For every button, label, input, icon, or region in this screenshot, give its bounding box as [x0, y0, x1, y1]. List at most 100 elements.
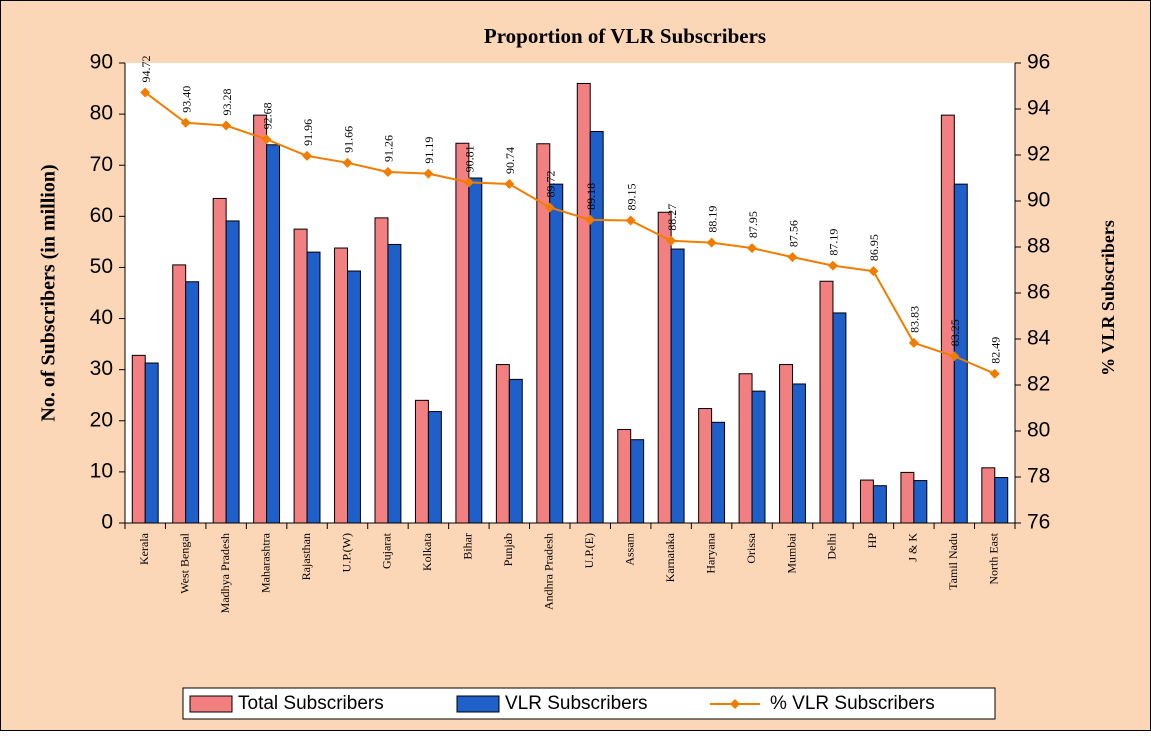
x-tick-label: Haryana: [703, 532, 717, 573]
bar: [872, 485, 887, 524]
marker: [180, 117, 191, 128]
y-tick-label: 60: [90, 204, 113, 227]
data-label: 93.28: [220, 89, 234, 116]
marker: [989, 368, 1000, 379]
legend: [182, 687, 996, 720]
y-tick-label: 90: [90, 51, 113, 74]
bar: [549, 183, 564, 524]
x-tick-label: Karnataka: [663, 532, 677, 582]
bar: [819, 280, 834, 524]
bar: [374, 217, 389, 524]
marker: [342, 157, 353, 168]
bar: [144, 362, 159, 524]
y2-tick-label: 86: [1027, 281, 1050, 304]
y2-tick-label: 80: [1027, 419, 1050, 442]
x-tick-label: Assam: [622, 532, 636, 565]
y-tick-label: 40: [90, 306, 113, 329]
bar: [414, 399, 429, 524]
data-label: 87.95: [746, 211, 760, 238]
marker: [827, 260, 838, 271]
marker: [261, 134, 272, 145]
x-tick-label: Kerala: [137, 532, 151, 565]
legend-swatch: [456, 695, 500, 713]
marker: [423, 168, 434, 179]
bar: [495, 364, 510, 524]
line: [144, 91, 996, 375]
data-label: 87.56: [786, 220, 800, 247]
data-label: 89.15: [624, 184, 638, 211]
y-tick-label: 30: [90, 357, 113, 380]
y2-tick-label: 88: [1027, 235, 1050, 258]
data-label: 83.83: [908, 306, 922, 333]
bar: [657, 211, 672, 524]
data-label: 86.95: [867, 234, 881, 261]
x-tick-label: HP: [865, 533, 879, 549]
bar: [738, 373, 753, 524]
bar: [576, 82, 591, 524]
y2-tick-label: 82: [1027, 373, 1050, 396]
legend-swatch: [189, 695, 233, 713]
bar: [859, 479, 874, 524]
marker: [666, 235, 677, 246]
marker: [463, 177, 474, 188]
bar: [387, 243, 402, 524]
marker: [302, 150, 313, 161]
bar: [589, 130, 604, 524]
data-label: 90.81: [463, 145, 477, 172]
x-tick-label: Bihar: [461, 533, 475, 560]
legend-label: VLR Subscribers: [505, 693, 648, 714]
bar: [468, 177, 483, 524]
marker: [585, 214, 596, 225]
x-tick-label: Delhi: [825, 532, 839, 559]
x-tick-label: Tamil Nadu: [946, 533, 960, 590]
y2-tick-label: 92: [1027, 143, 1050, 166]
bar: [185, 281, 200, 524]
bar: [212, 197, 227, 524]
y2-tick-label: 94: [1027, 97, 1051, 120]
bar: [900, 471, 915, 524]
data-label: 89.72: [544, 170, 558, 197]
bar: [792, 383, 806, 524]
x-tick-label: U.P.(W): [339, 533, 353, 572]
bar: [427, 411, 442, 524]
x-tick-label: J & K: [906, 533, 920, 562]
y2-tick-label: 76: [1027, 511, 1050, 534]
bar: [172, 264, 187, 524]
data-label: 87.19: [827, 229, 841, 256]
x-tick-label: Gujarat: [380, 532, 394, 569]
bar: [779, 364, 794, 524]
marker: [787, 252, 798, 263]
y-tick-label: 70: [90, 153, 113, 176]
data-label: 91.66: [341, 126, 355, 153]
legend-marker: [730, 699, 740, 709]
bar: [994, 477, 1009, 524]
marker: [140, 87, 151, 98]
marker: [625, 215, 636, 226]
x-tick-label: West Bengal: [177, 532, 191, 593]
bar: [508, 378, 523, 524]
bar: [253, 114, 268, 524]
bar: [751, 390, 766, 524]
x-tick-label: Punjab: [501, 533, 515, 566]
marker: [747, 243, 758, 254]
marker: [706, 237, 717, 248]
bar: [293, 228, 308, 524]
bar: [347, 270, 361, 524]
bar: [334, 247, 348, 524]
marker: [504, 178, 515, 189]
bar: [630, 439, 645, 524]
data-label: 89.18: [584, 183, 598, 210]
bar: [306, 251, 321, 524]
marker: [949, 351, 960, 362]
data-label: 83.25: [948, 319, 962, 346]
bar: [913, 480, 928, 524]
marker: [544, 202, 555, 213]
data-label: 92.68: [260, 102, 274, 129]
data-label: 91.26: [382, 135, 396, 162]
data-label: 93.40: [179, 86, 193, 113]
y-tick-label: 50: [90, 255, 113, 278]
x-tick-label: Orissa: [744, 532, 758, 563]
bar: [455, 142, 470, 524]
data-label: 82.49: [989, 337, 1003, 364]
